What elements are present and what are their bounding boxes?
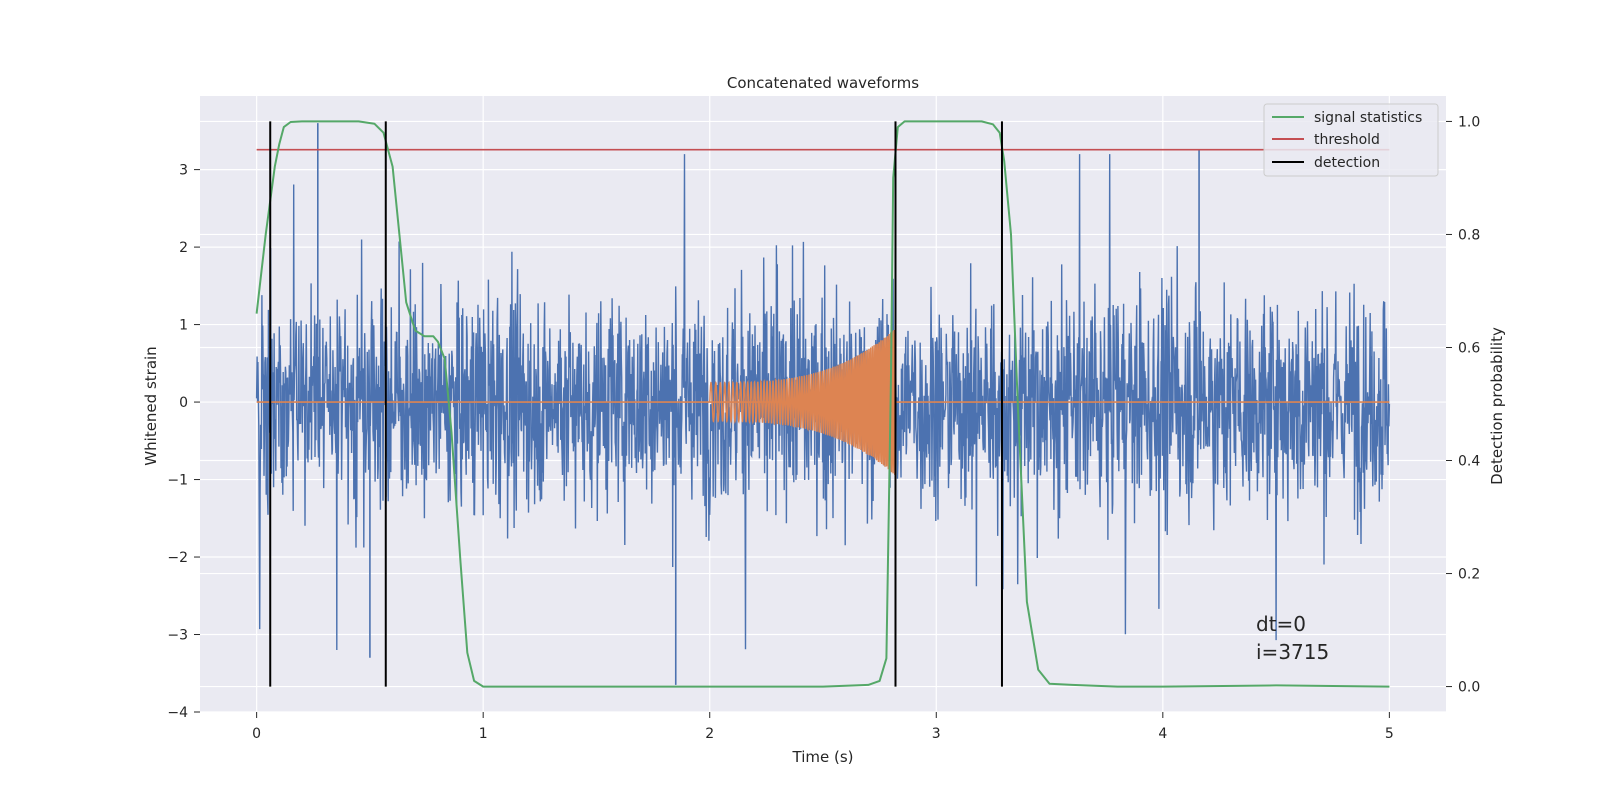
legend-label-detection: detection: [1314, 155, 1380, 171]
chart-title: Concatenated waveforms: [727, 74, 919, 92]
x-axis-label: Time (s): [792, 748, 854, 766]
y-tick-label: 2: [179, 240, 188, 256]
x-tick-label: 3: [932, 726, 941, 742]
plot-content: [255, 120, 1391, 688]
y2-tick-label: 0.2: [1458, 567, 1480, 583]
right-axis-ticks: 1.0 0.8 0.6 0.4 0.2 0.0: [1446, 114, 1480, 696]
y-tick-label: 3: [179, 163, 188, 179]
legend-frame: [1263, 103, 1439, 177]
annotation-dt: dt=0: [1256, 612, 1306, 636]
y-tick-label: −2: [167, 550, 188, 566]
x-tick-label: 2: [705, 726, 714, 742]
y-tick-label: −4: [167, 705, 188, 721]
y-tick-label: 0: [179, 395, 188, 411]
y2-tick-label: 1.0: [1458, 114, 1480, 130]
y-axis-label: Whitened strain: [142, 346, 160, 465]
x-tick-label: 5: [1385, 726, 1394, 742]
y2-tick-label: 0.8: [1458, 227, 1480, 243]
chirp-waveform-line: [709, 328, 897, 475]
series-group: [255, 120, 1391, 688]
legend-label-threshold: threshold: [1314, 132, 1380, 148]
x-tick-label: 1: [479, 726, 488, 742]
y2-tick-label: 0.4: [1458, 454, 1480, 470]
y2-axis-label: Detection probability: [1488, 327, 1506, 485]
legend-label-signal-statistics: signal statistics: [1314, 110, 1422, 126]
annotation-index: i=3715: [1256, 640, 1329, 664]
bottom-axis-ticks: 0 1 2 3 4 5: [252, 712, 1394, 742]
y-tick-label: −1: [167, 473, 188, 489]
y-tick-label: 1: [179, 318, 188, 334]
left-axis-ticks: 3 2 1 0 −1 −2 −3 −4: [167, 163, 200, 721]
y2-tick-label: 0.0: [1458, 680, 1480, 696]
annotation-box: dt=0 i=3715: [1256, 612, 1329, 664]
y2-tick-label: 0.6: [1458, 340, 1480, 356]
legend: signal statistics threshold detection: [1263, 103, 1439, 177]
signal-statistics-line: [255, 120, 1390, 688]
y-tick-label: −3: [167, 628, 188, 644]
x-tick-label: 4: [1158, 726, 1167, 742]
x-tick-label: 0: [252, 726, 261, 742]
